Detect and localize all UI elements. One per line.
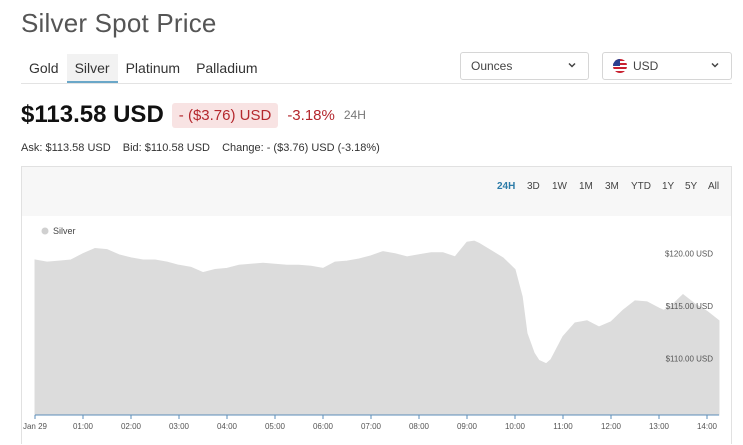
x-tick-label: 08:00 — [409, 422, 430, 431]
chevron-down-icon — [568, 62, 576, 68]
price-chart-card: 24H 3D 1W 1M 3M YTD 1Y 5Y All Silver $12… — [21, 166, 732, 444]
range-1w-button[interactable]: 1W — [552, 181, 567, 192]
price-chart: Silver $120.00 USD $115.00 USD $110.00 USD… — [23, 226, 720, 431]
currency-select-value: USD — [633, 59, 659, 73]
x-tick-label: 13:00 — [649, 422, 670, 431]
price-row: $113.58 USD - ($3.76) USD -3.18% 24H — [21, 101, 366, 129]
unit-select-value: Ounces — [471, 59, 513, 73]
currency-select[interactable]: USD — [602, 52, 732, 80]
page-title: Silver Spot Price — [21, 8, 217, 38]
range-3d-button[interactable]: 3D — [527, 181, 540, 192]
range-all-button[interactable]: All — [708, 181, 720, 192]
price-change-percent: -3.18% — [287, 106, 335, 124]
y-tick-label: $110.00 USD — [666, 355, 714, 364]
tab-silver[interactable]: Silver — [66, 54, 118, 83]
x-tick-label: 09:00 — [457, 422, 478, 431]
tab-platinum[interactable]: Platinum — [125, 60, 181, 76]
range-ytd-button[interactable]: YTD — [631, 181, 651, 192]
range-3m-button[interactable]: 3M — [605, 181, 619, 192]
unit-select[interactable]: Ounces — [460, 52, 589, 80]
us-flag-icon — [613, 59, 627, 73]
price-period: 24H — [343, 108, 366, 122]
y-tick-label: $120.00 USD — [665, 250, 713, 259]
range-24h-button[interactable]: 24H — [497, 181, 516, 192]
tab-palladium[interactable]: Palladium — [196, 60, 258, 76]
tab-gold[interactable]: Gold — [29, 60, 59, 76]
change-summary: Change: - ($3.76) USD (-3.18%) — [222, 142, 380, 154]
legend-marker — [41, 227, 49, 235]
x-tick-label: 10:00 — [505, 422, 526, 431]
range-1y-button[interactable]: 1Y — [662, 181, 675, 192]
spot-price: $113.58 USD — [21, 101, 164, 128]
range-1m-button[interactable]: 1M — [579, 181, 593, 192]
price-change-badge: - ($3.76) USD — [171, 102, 279, 128]
bid-price: Bid: $110.58 USD — [122, 142, 210, 154]
range-selector: 24H 3D 1W 1M 3M YTD 1Y 5Y All — [22, 167, 731, 216]
x-tick-label: 04:00 — [217, 422, 238, 431]
x-tick-label: 07:00 — [361, 422, 382, 431]
x-tick-label: 03:00 — [169, 422, 190, 431]
metal-tabs: Gold Silver Platinum Palladium — [21, 54, 266, 83]
x-tick-label: Jan 29 — [23, 422, 48, 431]
x-tick-label: 05:00 — [265, 422, 286, 431]
tabs-divider — [21, 83, 732, 84]
legend-label[interactable]: Silver — [53, 226, 76, 236]
series-area — [34, 240, 720, 416]
chevron-down-icon — [711, 62, 719, 68]
range-5y-button[interactable]: 5Y — [685, 181, 698, 192]
x-tick-label: 02:00 — [121, 422, 142, 431]
quote-details: Ask: $113.58 USD Bid: $110.58 USD Change… — [21, 142, 389, 154]
x-tick-label: 06:00 — [313, 422, 334, 431]
ask-price: Ask: $113.58 USD — [21, 142, 111, 154]
x-tick-label: 01:00 — [73, 422, 94, 431]
x-tick-label: 14:00 — [697, 422, 718, 431]
x-tick-label: 12:00 — [601, 422, 622, 431]
x-tick-label: 11:00 — [553, 422, 573, 431]
y-tick-label: $115.00 USD — [666, 302, 714, 311]
